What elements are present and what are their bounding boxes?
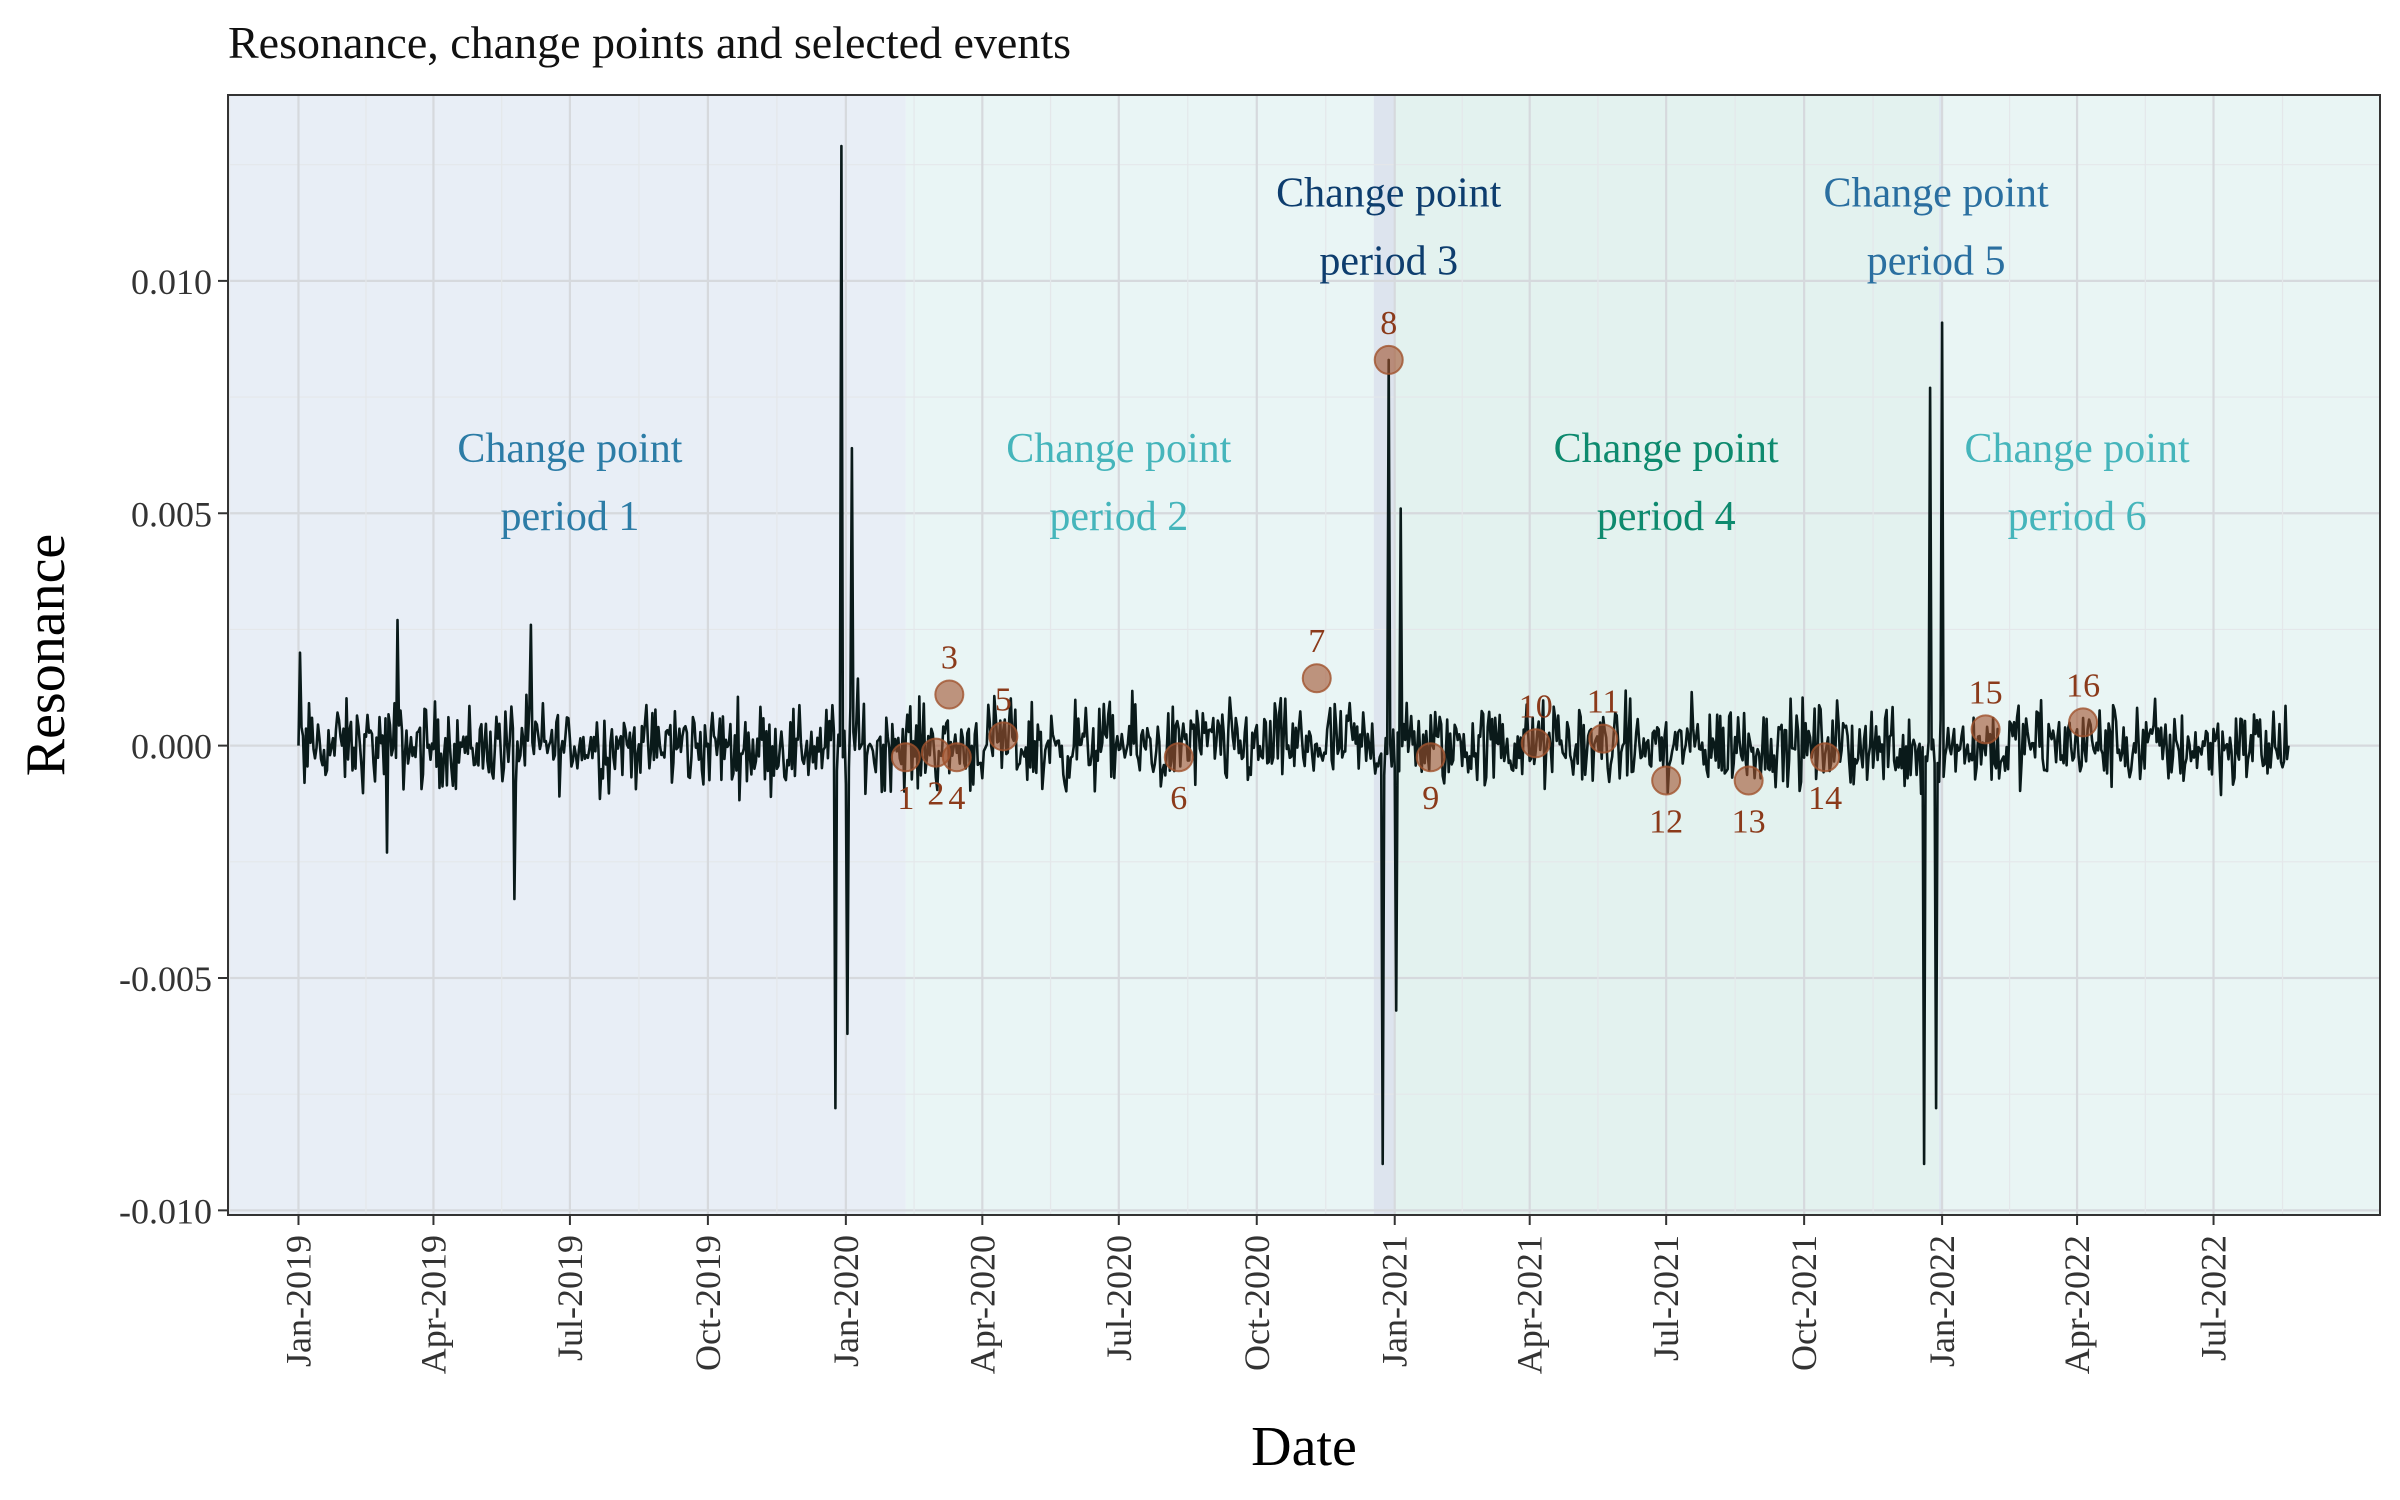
series-group	[297, 144, 2290, 1166]
period-backgrounds	[228, 95, 2380, 1215]
x-tick-label: Jul-2021	[1646, 1235, 1686, 1361]
event-label-3: 3	[941, 640, 958, 677]
event-point-3	[934, 679, 965, 710]
event-label-12: 12	[1649, 803, 1683, 840]
event-label-1: 1	[897, 780, 914, 817]
event-label-9: 9	[1422, 780, 1439, 817]
grid-lines	[228, 95, 2380, 1215]
event-label-16: 16	[2066, 667, 2100, 704]
period-label-5-line2: period 5	[1867, 239, 2006, 285]
period-band-2	[905, 95, 1374, 1215]
event-label-10: 10	[1519, 688, 1553, 725]
event-label-11: 11	[1587, 684, 1620, 721]
y-tick-label: -0.010	[119, 1191, 212, 1231]
x-tick-label: Jan-2021	[1375, 1235, 1415, 1367]
event-label-8: 8	[1380, 305, 1397, 342]
period-label-5-line1: Change point	[1824, 171, 2049, 217]
y-axis-title: Resonance	[15, 534, 77, 777]
event-point-7	[1301, 663, 1332, 694]
event-point-5	[988, 721, 1019, 752]
period-label-3-line2: period 3	[1319, 239, 1458, 285]
y-tick-label: 0.010	[131, 262, 212, 302]
period-labels: Change point period 1 Change point period 2…	[457, 171, 2190, 541]
event-point-16	[2068, 707, 2099, 738]
event-point-10	[1520, 728, 1551, 759]
x-tick-label: Apr-2021	[1510, 1235, 1550, 1374]
resonance-series-line	[297, 144, 2290, 1166]
x-tick-label: Jan-2020	[826, 1235, 866, 1367]
x-axis: Jan-2019 Apr-2019 Jul-2019 Oct-2019 Jan-2020…	[278, 1215, 2234, 1374]
event-label-4: 4	[948, 780, 965, 817]
event-label-7: 7	[1308, 623, 1325, 660]
event-label-5: 5	[995, 681, 1012, 718]
event-point-1	[890, 742, 921, 773]
period-band-1	[228, 95, 906, 1215]
event-point-9	[1415, 742, 1446, 773]
event-point-11	[1588, 723, 1619, 754]
event-point-8	[1373, 344, 1404, 375]
period-label-2-line2: period 2	[1049, 494, 1188, 540]
x-tick-label: Apr-2020	[962, 1235, 1002, 1374]
period-label-4-line1: Change point	[1554, 426, 1779, 472]
x-tick-label: Jan-2019	[278, 1235, 318, 1367]
x-tick-label: Jul-2022	[2194, 1235, 2234, 1361]
event-label-2: 2	[927, 776, 944, 813]
x-tick-label: Jul-2020	[1099, 1235, 1139, 1361]
x-tick-label: Apr-2022	[2057, 1235, 2097, 1374]
x-axis-title: Date	[1251, 1416, 1357, 1478]
event-label-6: 6	[1170, 780, 1187, 817]
event-label-14: 14	[1808, 780, 1842, 817]
y-axis: 0.010 0.005 0.000 -0.005 -0.010	[119, 262, 228, 1231]
event-point-14	[1810, 742, 1841, 773]
x-tick-label: Oct-2019	[688, 1235, 728, 1371]
period-label-3-line1: Change point	[1276, 171, 1501, 217]
x-tick-label: Jan-2022	[1922, 1235, 1962, 1367]
period-label-6-line2: period 6	[2008, 494, 2147, 540]
x-tick-label: Apr-2019	[413, 1235, 453, 1374]
chart-title: Resonance, change points and selected ev…	[228, 17, 1071, 68]
y-tick-label: 0.005	[131, 494, 212, 534]
y-tick-label: 0.000	[131, 727, 212, 767]
period-band-6	[1942, 95, 2380, 1215]
x-tick-label: Jul-2019	[550, 1235, 590, 1361]
x-tick-label: Oct-2020	[1237, 1235, 1277, 1371]
period-label-1-line1: Change point	[457, 426, 682, 472]
event-point-12	[1651, 765, 1682, 796]
event-point-6	[1163, 742, 1194, 773]
y-tick-label: -0.005	[119, 959, 212, 999]
event-label-15: 15	[1969, 674, 2003, 711]
period-label-1-line2: period 1	[501, 494, 640, 540]
event-label-13: 13	[1732, 803, 1766, 840]
plot-panel-border	[227, 94, 2381, 1216]
period-label-4-line2: period 4	[1597, 494, 1736, 540]
event-point-13	[1733, 765, 1764, 796]
event-point-15	[1970, 714, 2001, 745]
period-label-6-line1: Change point	[1965, 426, 2190, 472]
event-point-4	[941, 742, 972, 773]
period-label-2-line1: Change point	[1006, 426, 1231, 472]
x-tick-label: Oct-2021	[1784, 1235, 1824, 1371]
